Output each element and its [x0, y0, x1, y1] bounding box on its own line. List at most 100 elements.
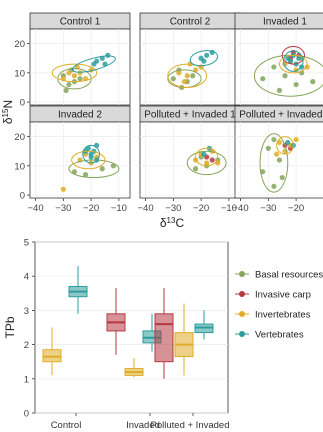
facet-title: Control 1 [60, 17, 101, 28]
data-point-carp [209, 157, 215, 163]
facet-frame [29, 28, 131, 106]
data-point-basal [271, 136, 277, 143]
data-point-invert [293, 136, 299, 143]
legend-label: Invertebrates [255, 310, 311, 321]
y-tick-label: 20 [14, 39, 25, 50]
x-tick-label: −10 [221, 203, 237, 214]
facet-polluted-invaded-1: Polluted + Invaded 1 −40 −30 −20 −10 [137, 105, 241, 214]
y-tick-label: 2 [24, 340, 29, 351]
data-point-invert [77, 70, 83, 76]
data-point-invert [184, 73, 190, 79]
sea-ellipse-vert [82, 144, 100, 164]
data-point-vert [88, 154, 94, 160]
data-point-vert [102, 61, 108, 67]
x-tick-label: −10 [111, 203, 127, 214]
data-point-basal [276, 87, 283, 93]
x-tick-label: Invaded [126, 420, 160, 431]
sea-ellipse-basal [259, 133, 289, 193]
data-point-basal [71, 169, 78, 175]
data-point-invert [176, 70, 182, 76]
data-point-vert [201, 58, 207, 64]
box-carp [154, 288, 174, 379]
y-tick-label: 10 [14, 161, 25, 172]
data-point-basal [260, 169, 266, 175]
y-axis-label: TPb [3, 316, 17, 338]
facet-title: Invaded 2 [58, 110, 102, 121]
data-point-basal [99, 166, 105, 172]
facet-plot-area [30, 122, 130, 198]
x-tick-label: −20 [193, 203, 209, 214]
x-tick-label: −20 [288, 203, 304, 214]
facet-title: Polluted + Invaded 2 [239, 110, 323, 121]
y-axis-label-element: N [1, 100, 15, 109]
x-tick-label: −30 [260, 203, 276, 214]
sea-ellipse-invert [51, 63, 98, 83]
y-tick-label: 3 [24, 306, 29, 317]
data-point-basal [190, 73, 196, 79]
facet-plot-area [235, 29, 323, 105]
facet-title: Polluted + Invaded 1 [144, 110, 236, 121]
data-point-vert [91, 61, 97, 67]
data-point-basal [271, 64, 277, 70]
facet-plot-area [235, 122, 323, 198]
facet-polluted-invaded-2: Polluted + Invaded 2 −40 −30 −20 [232, 105, 323, 214]
x-tick-label: −30 [165, 203, 181, 214]
x-axis-label-sup: 13 [167, 216, 176, 225]
data-point-basal [265, 145, 271, 151]
data-point-basal [271, 183, 277, 189]
data-point-vert [105, 52, 111, 58]
sea-ellipse-vert [283, 50, 304, 72]
legend-key-dot [239, 311, 245, 317]
data-point-basal [282, 73, 288, 79]
data-point-basal [260, 76, 266, 82]
y-tick-label: 0 [20, 98, 25, 109]
facet-plot-area [140, 29, 240, 105]
sea-ellipse-vert [189, 50, 219, 67]
data-point-invert [215, 160, 221, 166]
facet-control-1: Control 1 0 10 20 [14, 12, 131, 109]
box-carp [106, 288, 126, 355]
data-point-vert [285, 139, 291, 146]
y-tick-label: 0 [20, 191, 25, 202]
y-axis-label-sup: 15 [1, 108, 10, 117]
legend-key-dot [239, 291, 245, 297]
facet-frame [139, 28, 241, 106]
y-tick-label: 0 [24, 409, 29, 420]
data-point-basal [77, 76, 83, 82]
data-point-vert [204, 52, 210, 58]
box-invert [174, 303, 194, 376]
facet-plot-area [140, 122, 240, 198]
data-point-invert [60, 186, 66, 192]
box-vert [68, 265, 88, 314]
box-invert [42, 327, 62, 376]
sea-ellipse-invert [71, 150, 106, 170]
data-point-vert [201, 151, 207, 157]
y-tick-label: 20 [14, 132, 25, 143]
sea-ellipse-invert [195, 147, 219, 167]
data-point-basal [192, 166, 199, 172]
data-point-basal [170, 76, 176, 82]
y-tick-label: 5 [24, 238, 29, 249]
data-point-invert [71, 73, 78, 79]
data-point-basal [279, 174, 285, 181]
x-axis-label: δ13C [160, 216, 185, 231]
data-point-basal [63, 87, 69, 93]
legend-label: Invasive carp [255, 290, 311, 301]
y-tick-label: 4 [24, 272, 29, 283]
box-body [154, 313, 174, 363]
sea-ellipse-carp [281, 46, 305, 65]
x-tick-label: −30 [55, 203, 71, 214]
x-tick-label: −40 [232, 203, 248, 214]
box-vert [194, 310, 214, 340]
data-point-invert [204, 160, 210, 166]
sea-ellipse-invert [276, 136, 294, 155]
sea-ellipse-invert [278, 54, 308, 74]
sea-ellipse-basal [68, 159, 120, 179]
data-point-invert [181, 79, 188, 85]
data-point-basal [293, 81, 299, 88]
data-point-invert [66, 70, 72, 76]
legend-label: Vertebrates [255, 330, 304, 341]
legend: Basal resources Invasive carp Invertebrate… [235, 270, 323, 341]
facet-invaded-2: Invaded 2 0 10 20 −40 −30 −20 −10 [14, 105, 131, 214]
